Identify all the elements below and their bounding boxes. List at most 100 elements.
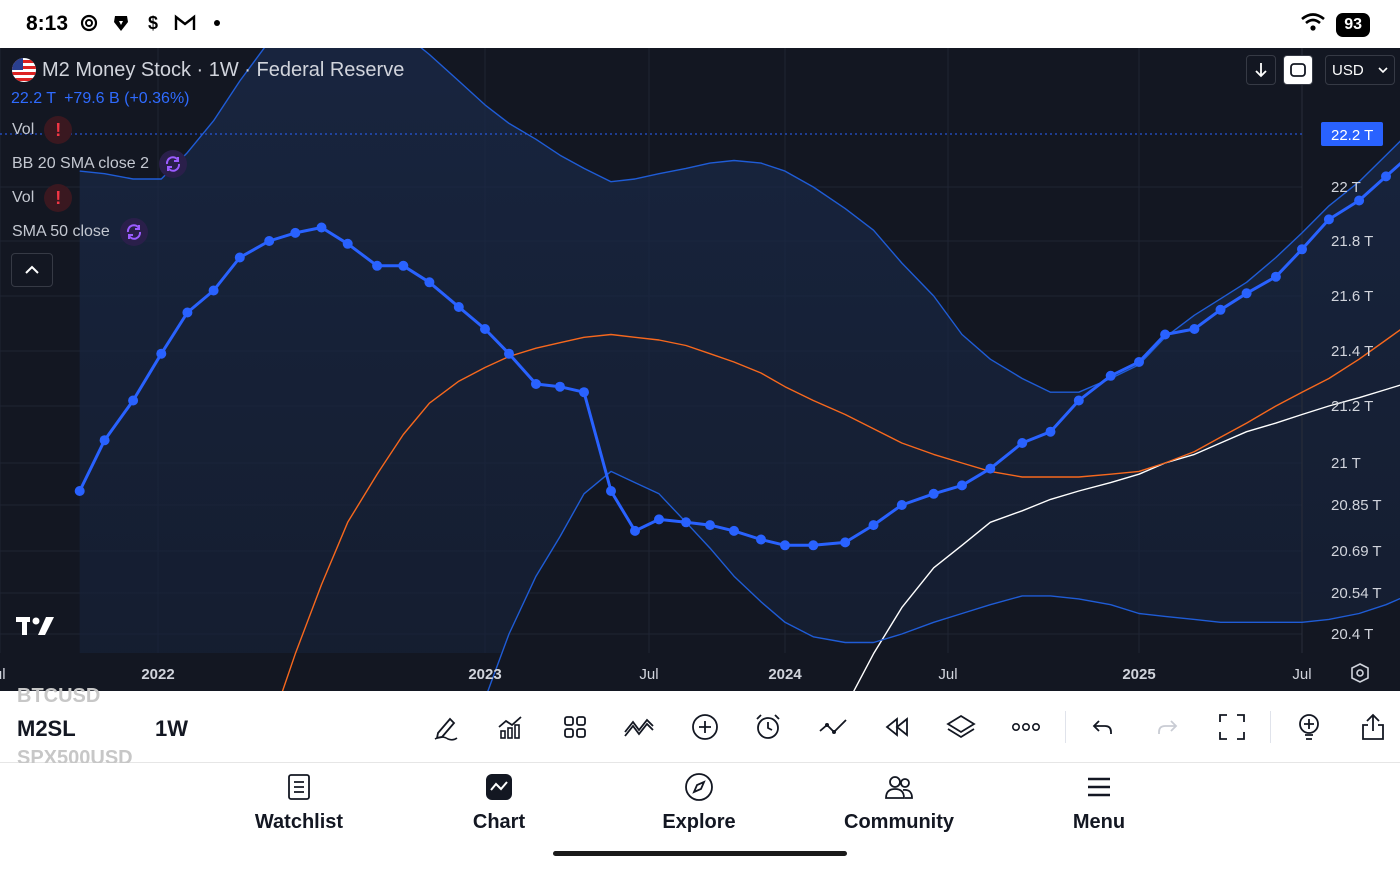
error-icon[interactable]: ! bbox=[44, 116, 73, 144]
x-tick-label: Jul bbox=[0, 666, 6, 683]
data-point bbox=[630, 525, 640, 536]
x-tick-label: Jul bbox=[938, 666, 957, 683]
prev-symbol[interactable]: BTCUSD bbox=[17, 685, 101, 707]
indicators-button[interactable] bbox=[623, 711, 655, 743]
y-tick-label: 20.85 T bbox=[1331, 497, 1382, 514]
last-value: 22.2 T bbox=[11, 90, 57, 107]
replay-button[interactable] bbox=[881, 711, 913, 743]
layout-button[interactable] bbox=[559, 711, 591, 743]
currency-value: USD bbox=[1332, 61, 1364, 79]
nav-menu[interactable]: Menu bbox=[1029, 771, 1169, 834]
menu-icon bbox=[1083, 771, 1115, 803]
nav-label: Menu bbox=[1072, 811, 1126, 833]
grid-icon bbox=[564, 716, 586, 738]
ideas-button[interactable] bbox=[817, 711, 849, 743]
x-tick-label: 2025 bbox=[1122, 666, 1155, 683]
nav-chart[interactable]: Chart bbox=[429, 771, 569, 834]
x-tick-label: 2024 bbox=[768, 666, 802, 683]
data-point bbox=[705, 520, 715, 531]
series-line-bb-basis bbox=[281, 329, 1400, 691]
y-tick-label: 20.4 T bbox=[1331, 626, 1373, 643]
indicators-icon bbox=[624, 718, 654, 737]
data-point bbox=[1073, 395, 1084, 406]
data-point bbox=[681, 517, 691, 528]
fullscreen-button[interactable] bbox=[1283, 55, 1313, 85]
new-idea-button[interactable] bbox=[1293, 711, 1325, 743]
toolbar-divider bbox=[1270, 711, 1271, 743]
timeframe-selector[interactable]: 1W bbox=[155, 716, 188, 741]
data-point bbox=[606, 486, 616, 496]
redo-icon bbox=[1158, 720, 1178, 734]
chart-type-button[interactable] bbox=[494, 711, 526, 743]
indicator-label: Vol bbox=[12, 121, 35, 138]
indicator-bb[interactable]: BB 20 SMA close 2 bbox=[12, 150, 187, 178]
bottom-toolbar: BTCUSD M2SL SPX500USD 1W bbox=[0, 685, 1400, 769]
nav-explore[interactable]: Explore bbox=[629, 771, 769, 834]
chart-panel[interactable]: 22 T 21.8 T 21.6 T 21.4 T 21.2 T 21 T 20.85 T 2… bbox=[0, 48, 1400, 691]
more-horizontal-icon bbox=[1011, 722, 1040, 732]
compare-button[interactable] bbox=[689, 711, 721, 743]
nav-community[interactable]: Community bbox=[829, 771, 969, 834]
lightbulb-icon bbox=[1299, 714, 1319, 740]
indicator-sma[interactable]: SMA 50 close bbox=[12, 218, 148, 246]
chart-type-icon bbox=[498, 716, 522, 739]
data-point bbox=[208, 285, 219, 296]
indicator-vol-1[interactable]: Vol ! bbox=[12, 116, 73, 144]
object-tree-button[interactable] bbox=[945, 711, 977, 743]
data-point bbox=[234, 252, 245, 263]
tradingview-logo bbox=[16, 614, 58, 644]
data-point bbox=[531, 379, 541, 389]
collapse-indicators-button[interactable] bbox=[11, 253, 53, 287]
loading-icon bbox=[158, 150, 187, 178]
share-button[interactable] bbox=[1357, 711, 1389, 743]
error-icon[interactable]: ! bbox=[44, 184, 73, 212]
currency-select[interactable]: USD bbox=[1325, 55, 1395, 85]
data-point bbox=[1270, 271, 1281, 282]
data-point bbox=[453, 302, 464, 312]
change-value: +79.6 B (+0.36%) bbox=[64, 90, 190, 107]
bb-fill bbox=[79, 48, 1400, 691]
nav-watchlist[interactable]: Watchlist bbox=[229, 771, 369, 834]
indicator-label: Vol bbox=[12, 189, 35, 206]
clock: 8:13 bbox=[26, 12, 69, 35]
data-point bbox=[264, 236, 275, 246]
price-change-line: 22.2 T +79.6 B (+0.36%) bbox=[11, 90, 190, 108]
alert-button[interactable] bbox=[752, 711, 784, 743]
indicator-vol-2[interactable]: Vol ! bbox=[12, 184, 73, 212]
data-point bbox=[1241, 288, 1252, 299]
data-point bbox=[896, 500, 907, 510]
layers-icon bbox=[946, 714, 976, 739]
redo-button[interactable] bbox=[1151, 711, 1183, 743]
arrow-down-icon bbox=[1255, 63, 1267, 78]
home-indicator[interactable] bbox=[553, 851, 847, 856]
nav-label: Explore bbox=[662, 811, 736, 833]
toolbar-divider bbox=[1065, 711, 1066, 743]
data-point bbox=[372, 260, 383, 271]
data-point bbox=[156, 348, 167, 359]
chevron-up-icon bbox=[25, 265, 39, 274]
chevron-down-icon bbox=[1378, 66, 1388, 73]
data-point bbox=[1354, 195, 1365, 206]
data-point bbox=[342, 238, 353, 249]
gmail-icon bbox=[174, 12, 196, 34]
price-chart[interactable]: 22 T 21.8 T 21.6 T 21.4 T 21.2 T 21 T 20.85 T 2… bbox=[0, 48, 1400, 691]
data-point bbox=[316, 222, 327, 233]
data-point bbox=[504, 348, 514, 359]
watchlist-icon bbox=[283, 771, 315, 803]
data-point bbox=[1323, 214, 1334, 225]
data-point bbox=[182, 307, 193, 318]
data-point bbox=[1215, 304, 1226, 315]
symbol-selector[interactable]: M2SL bbox=[17, 716, 76, 741]
drawing-tool-button[interactable] bbox=[430, 711, 462, 743]
more-button[interactable] bbox=[1010, 711, 1042, 743]
openai-icon bbox=[78, 12, 100, 34]
data-point bbox=[868, 520, 879, 531]
data-point bbox=[74, 486, 85, 496]
download-button[interactable] bbox=[1246, 55, 1276, 85]
battery-indicator: 93 bbox=[1336, 12, 1370, 37]
nav-label: Community bbox=[844, 811, 954, 833]
axis-settings-icon[interactable] bbox=[1351, 663, 1369, 683]
time-axis-bg bbox=[0, 653, 1400, 691]
undo-button[interactable] bbox=[1087, 711, 1119, 743]
fullscreen-toggle-button[interactable] bbox=[1216, 711, 1248, 743]
